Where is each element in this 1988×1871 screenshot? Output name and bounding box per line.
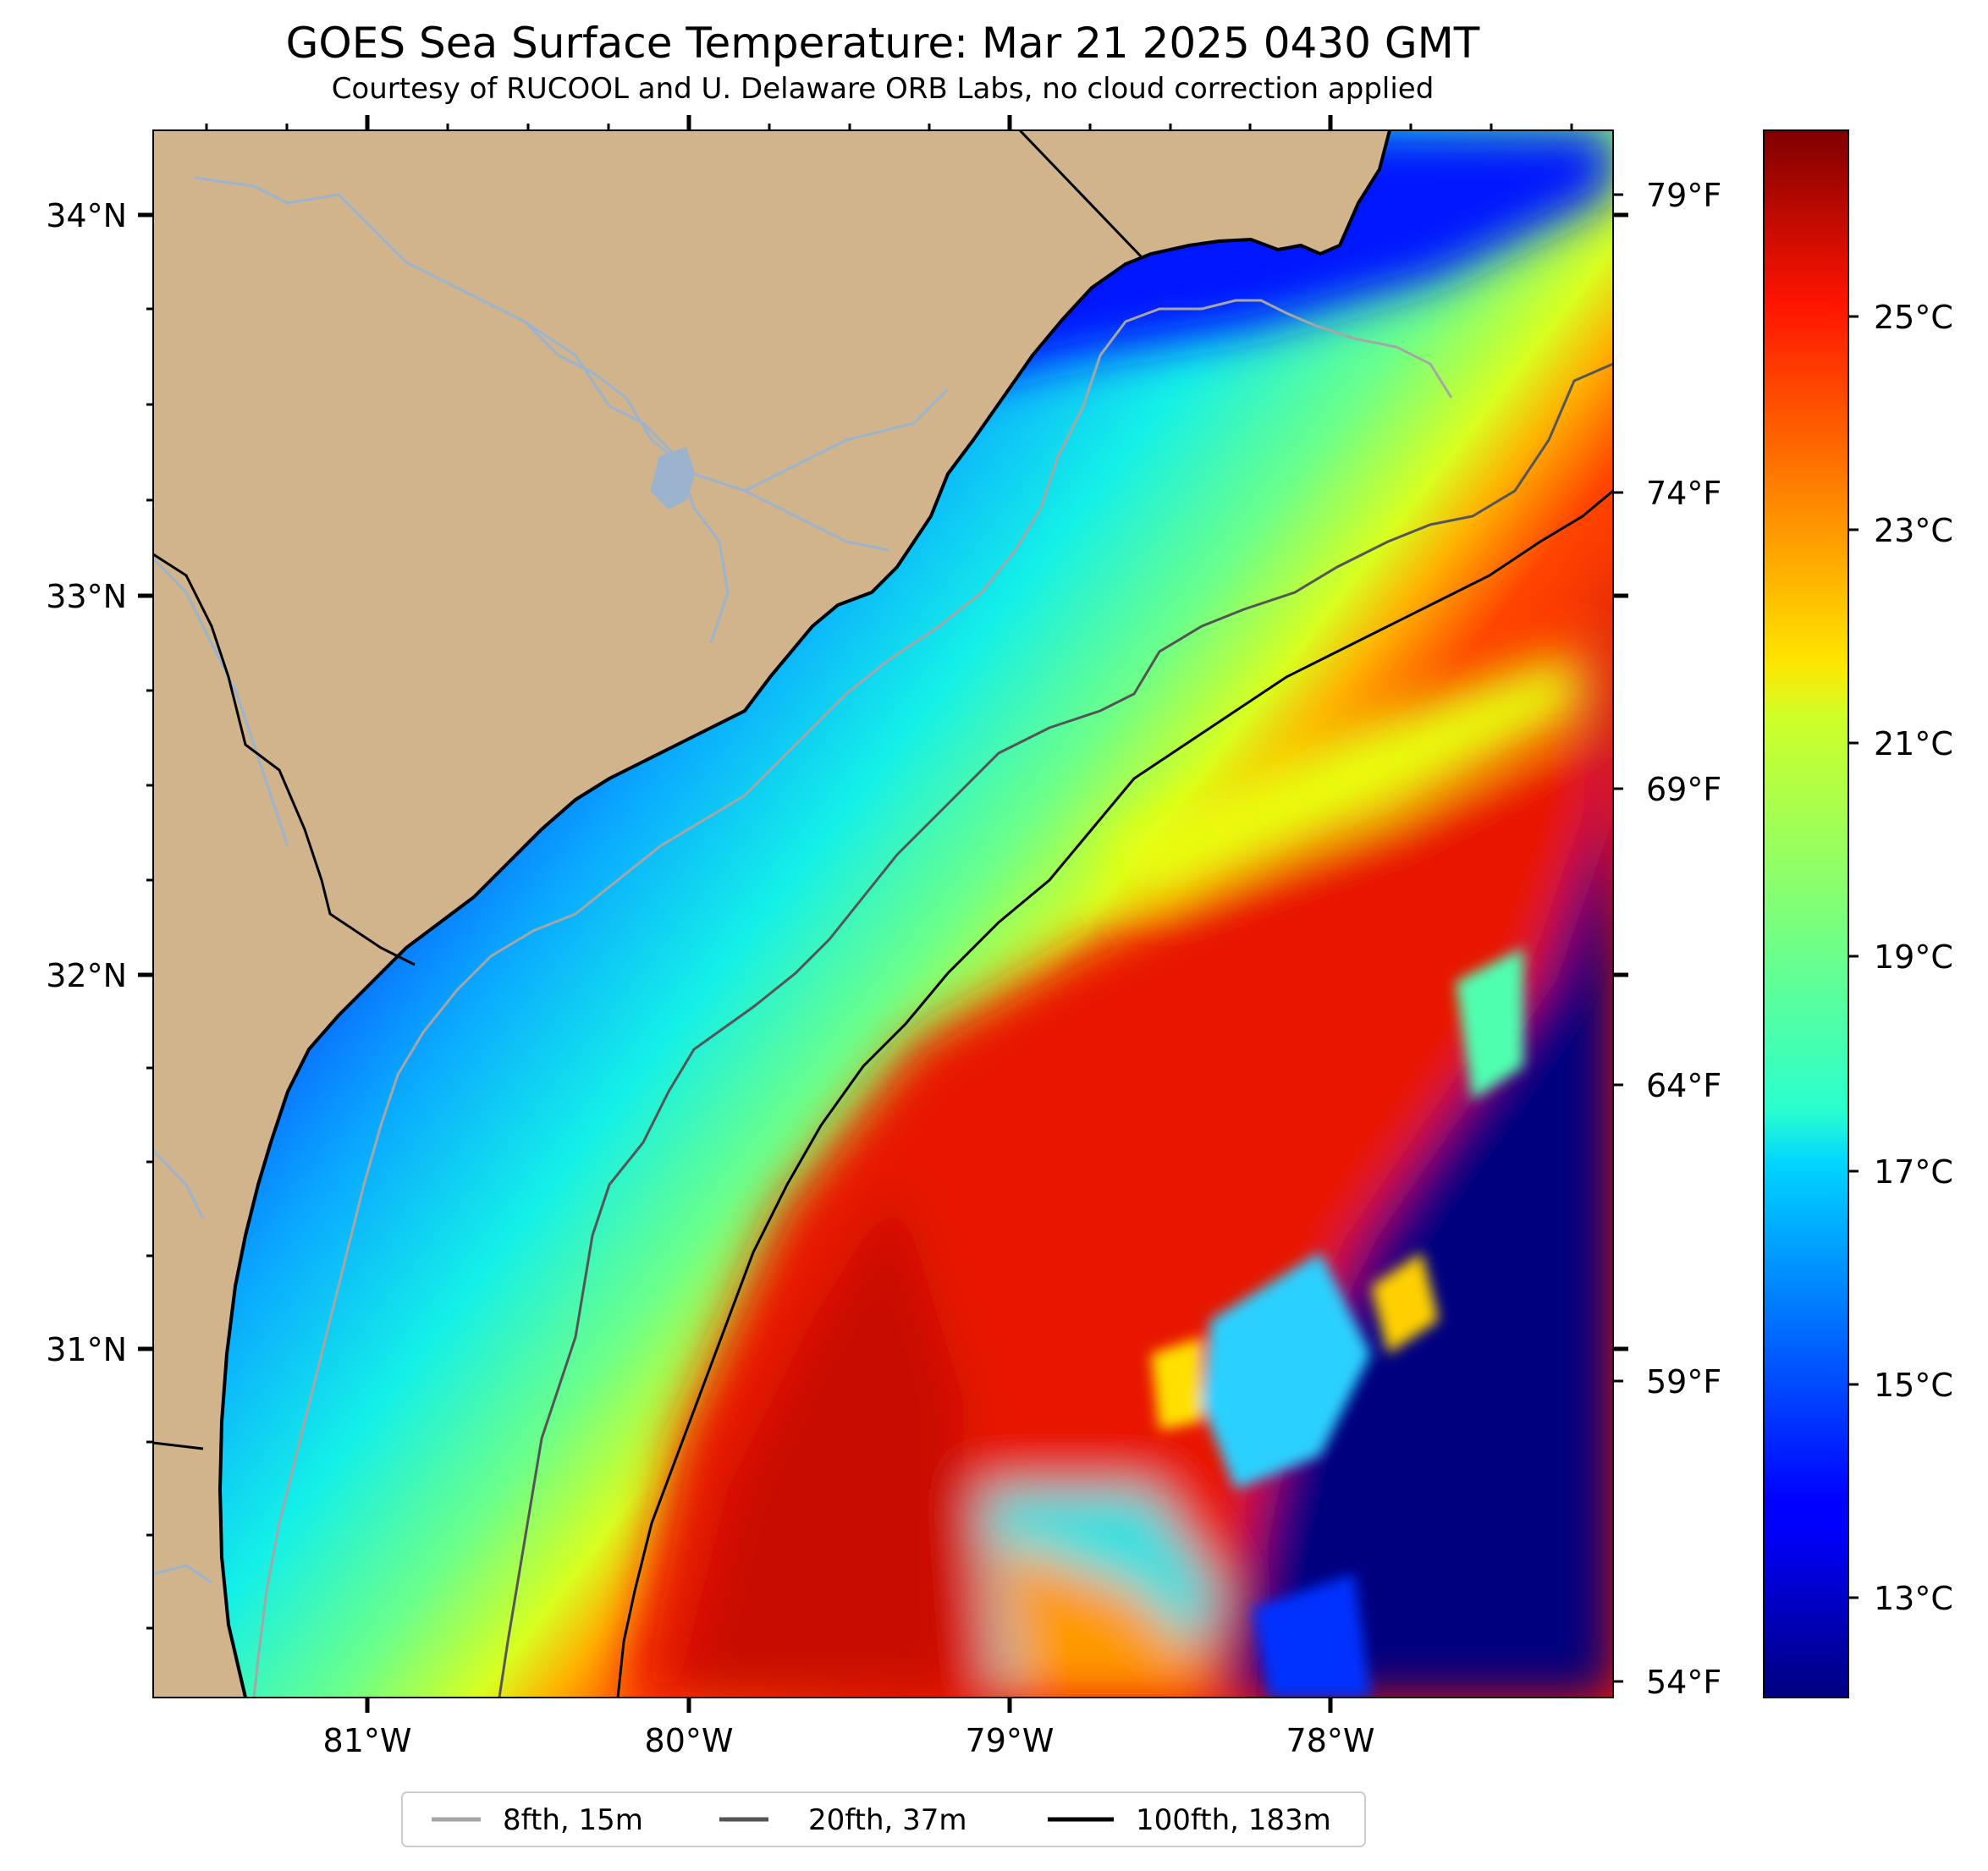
legend-box [401, 1791, 1366, 1847]
isobath-100fth [616, 489, 1613, 1698]
lat-label-32n: 32°N [46, 957, 127, 994]
eddy-orange-patch [999, 1540, 1202, 1698]
river-5 [153, 1149, 205, 1219]
c-label-17: 17°C [1874, 1153, 1953, 1191]
land-area [153, 130, 1390, 1698]
legend-label-20fth: 20fth, 37m [808, 1803, 967, 1837]
cloud-noise [1151, 948, 1523, 1698]
c-label-15: 15°C [1874, 1367, 1953, 1404]
lat-label-31n: 31°N [46, 1331, 127, 1368]
c-label-23: 23°C [1874, 512, 1953, 549]
lon-ticks [205, 115, 1573, 1713]
gulf-stream-hot-core [677, 1185, 965, 1698]
lat-label-34n: 34°N [46, 197, 127, 234]
f-label-59: 59°F [1646, 1363, 1721, 1400]
fahrenheit-ticks [1613, 193, 1623, 1683]
c-label-25: 25°C [1874, 299, 1953, 336]
outer-shelf-yellow [1100, 652, 1583, 897]
sst-features [626, 130, 1613, 1698]
lat-label-33n: 33°N [46, 578, 127, 615]
c-label-21: 21°C [1874, 725, 1953, 762]
rivers [153, 176, 950, 1584]
lon-label-79w: 79°W [966, 1722, 1055, 1759]
map-frame [152, 129, 1614, 1698]
state-borders [153, 130, 1144, 1450]
lake [650, 447, 696, 509]
river-3 [744, 388, 950, 493]
f-label-64: 64°F [1646, 1067, 1721, 1104]
river-6 [153, 1564, 212, 1584]
nc-sc-border [1018, 130, 1144, 260]
sst-map [153, 130, 1613, 1698]
celsius-ticks [1848, 315, 1859, 1599]
map-title: GOES Sea Surface Temperature: Mar 21 202… [286, 19, 1480, 68]
f-label-54: 54°F [1646, 1664, 1721, 1701]
map-subtitle: Courtesy of RUCOOL and U. Delaware ORB L… [332, 72, 1435, 106]
legend: 8fth, 15m 20fth, 37m 100fth, 183m [401, 1791, 1366, 1847]
lon-label-81w: 81°W [323, 1722, 412, 1759]
river-1 [194, 176, 889, 552]
legend-label-100fth: 100fth, 183m [1136, 1803, 1331, 1837]
isobath-8fth [252, 299, 1453, 1698]
lon-label-78w: 78°W [1286, 1722, 1375, 1759]
lat-ticks [138, 212, 1628, 1630]
f-label-69: 69°F [1646, 771, 1721, 808]
c-label-19: 19°C [1874, 938, 1953, 976]
f-label-74: 74°F [1646, 475, 1721, 512]
ga-fl-border [153, 1441, 204, 1450]
river-4 [153, 557, 289, 847]
f-label-79: 79°F [1646, 177, 1721, 214]
sc-ga-border [153, 553, 416, 966]
isobath-20fth [498, 362, 1613, 1698]
c-label-13: 13°C [1874, 1580, 1953, 1617]
coastline [218, 130, 1391, 1698]
colorbar [1763, 129, 1849, 1698]
legend-label-8fth: 8fth, 15m [503, 1803, 643, 1837]
lon-label-80w: 80°W [645, 1722, 734, 1759]
